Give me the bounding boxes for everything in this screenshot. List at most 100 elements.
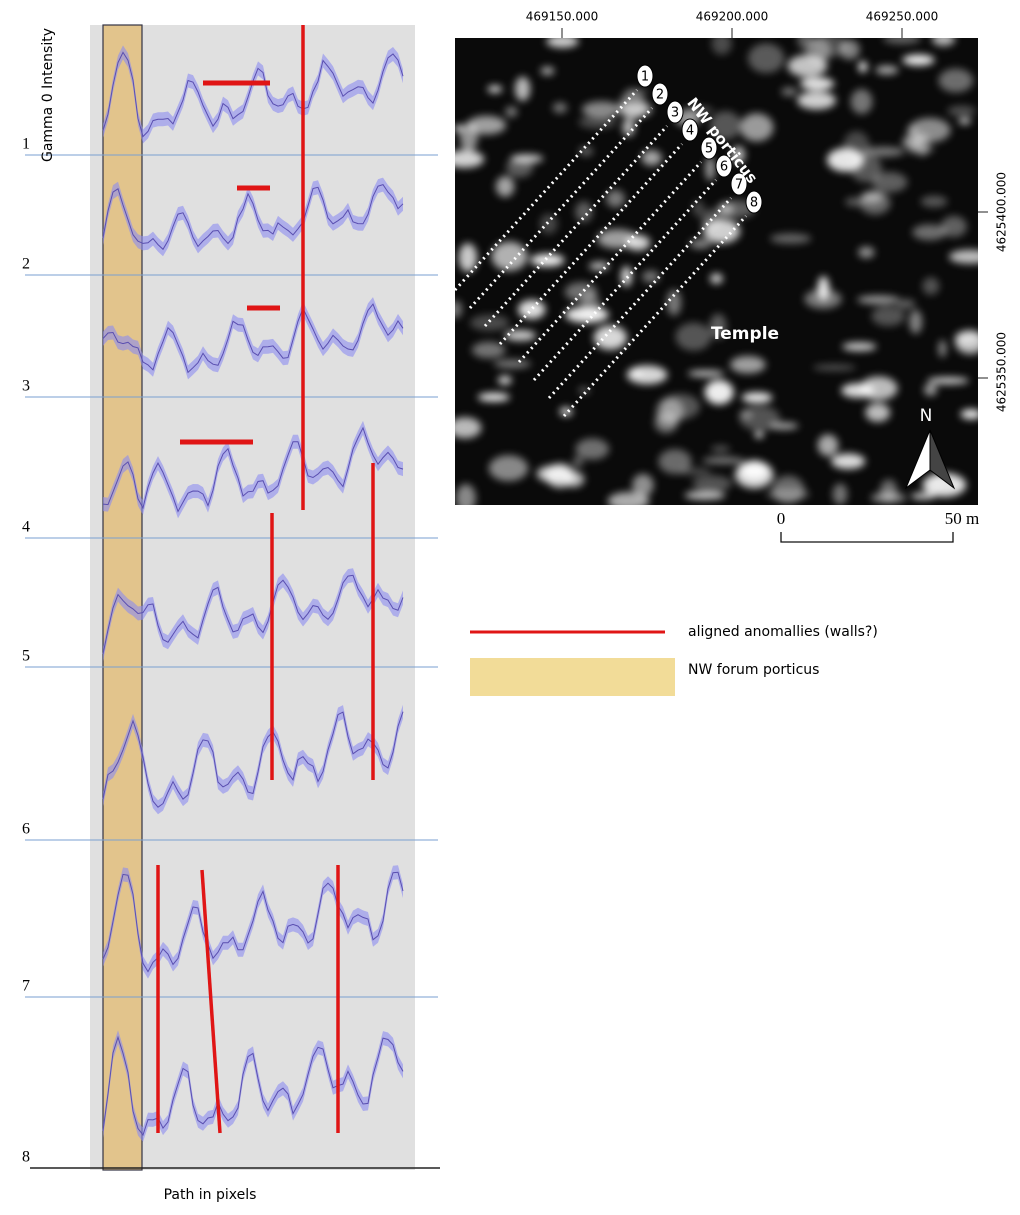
profile-label: 8 [22,1149,30,1166]
map-blob [922,473,967,497]
map-blob [467,115,507,135]
transect-marker [700,136,718,160]
map-blob [689,239,712,249]
map-x-tick: 469250.000 [866,10,939,24]
map-blob [710,273,723,284]
map-blob [469,314,510,331]
map-blob [831,453,866,470]
map-blob [631,368,643,376]
map-blob [606,189,625,208]
map-blob [909,146,935,153]
legend-swatch [470,658,675,696]
profiles [25,45,438,1142]
map-blob [552,102,568,114]
legend-label: NW forum porticus [688,662,819,678]
map-blob [683,106,714,115]
map-blob [692,475,733,492]
north-arrow [929,429,956,490]
map-blob [912,224,947,241]
map-blob [741,392,773,403]
map-blob [692,200,704,217]
map-blob [797,91,836,110]
map-blob [730,355,766,374]
north-label: N [920,406,933,426]
map-blob [909,309,923,334]
map-blob [578,115,617,129]
map-blob [641,150,662,166]
map-blob [859,190,891,215]
map-blob [488,455,529,482]
map-blob [546,38,579,48]
map-blob [477,392,510,402]
map-y-tick: 4625350.000 [995,332,1009,412]
map-blob [882,38,921,45]
transect-marker [730,172,748,196]
map-blob [530,253,565,267]
map-blob [704,379,734,405]
transect-label: 1 [641,70,649,85]
map-blob [958,117,971,125]
map-blob [491,241,528,271]
map-blob [487,85,503,93]
y-axis-label: Gamma 0 Intensity [40,28,56,162]
map-blob [740,460,769,480]
porticus-frame [102,24,143,1171]
map-blob [739,113,774,142]
map-blob [666,289,682,316]
map-blob [896,299,916,309]
map-texture [455,38,978,505]
profile-line [102,426,404,513]
map-blob [880,479,898,501]
map-blob [862,146,905,157]
profile-band [103,704,403,815]
map-blob [505,106,518,118]
map-blob [589,261,610,271]
map-blob [960,409,978,420]
map-blob [607,492,650,505]
map-blob [865,403,891,422]
map-x-tick: 469200.000 [696,10,769,24]
map-blob [684,490,726,500]
transect-label: 6 [720,160,728,175]
map-blob [850,88,873,115]
map-blob [841,383,875,398]
profile-line [102,871,404,973]
map-blob [518,299,546,320]
legend-label: aligned anomallies (walls?) [688,624,878,640]
map-blob [641,270,660,283]
map-blob [572,456,584,468]
map-blob [875,65,899,75]
x-axis-label: Path in pixels [164,1187,257,1203]
map-blob [626,234,651,251]
map-blob [632,473,654,497]
map-blob [731,145,746,164]
profile-band [103,45,403,144]
temple-label: Temple [711,324,779,344]
transect-marker [666,100,684,124]
map-blob [922,277,940,295]
map-blob [539,213,558,234]
map-blob [710,445,731,453]
map-blob [620,102,653,117]
map-blob [687,370,725,377]
map-blob [871,172,908,193]
profile-label: 5 [22,648,30,665]
map-blob [947,105,976,117]
map-blob [711,38,732,55]
map-blob [718,203,734,216]
map-blob [910,492,936,500]
map-blob [938,68,974,93]
map-blob [709,313,727,340]
transect-label: 4 [686,124,694,139]
transect-label: 7 [735,178,743,193]
map-blob [927,377,969,385]
map-blob [624,88,649,95]
transect-marker [745,190,763,214]
map-blob [578,387,591,394]
map-blob [455,150,485,168]
transect-marker [681,118,699,142]
map-blob [540,66,555,76]
map-blob [675,322,712,351]
map-blob [455,125,464,132]
